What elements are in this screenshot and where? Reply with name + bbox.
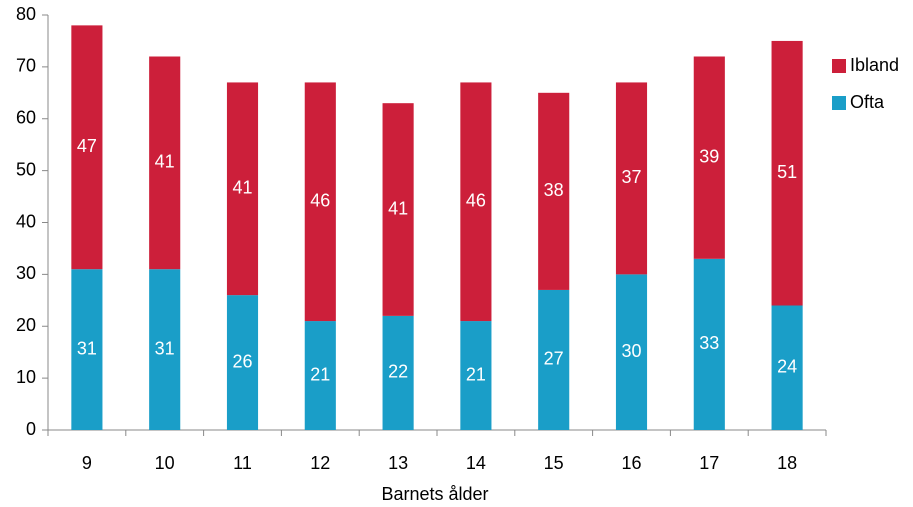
bar-segment	[693, 258, 725, 430]
value-label: 38	[544, 180, 564, 200]
value-label: 21	[466, 364, 486, 384]
y-tick-label: 50	[16, 159, 36, 179]
bar-segment	[304, 82, 336, 322]
y-tick-label: 40	[16, 211, 36, 231]
legend-swatch	[832, 59, 846, 73]
bar-segment	[460, 82, 492, 322]
value-label: 31	[77, 338, 97, 358]
x-tick-label: 14	[466, 453, 486, 473]
bar-segment	[149, 56, 181, 270]
bar-segment	[382, 103, 414, 316]
y-tick-label: 60	[16, 108, 36, 128]
value-label: 30	[621, 341, 641, 361]
bar-segment	[71, 269, 103, 430]
y-tick-label: 10	[16, 367, 36, 387]
bar-segment	[226, 82, 259, 296]
value-label: 47	[77, 136, 97, 156]
x-tick-label: 9	[82, 453, 92, 473]
bar-segment	[460, 321, 492, 430]
value-label: 33	[699, 333, 719, 353]
value-label: 26	[232, 351, 252, 371]
bar-segment	[771, 40, 803, 306]
value-label: 22	[388, 362, 408, 382]
bar-segment	[615, 274, 648, 430]
bar-segment	[382, 315, 414, 430]
x-tick-label: 11	[233, 453, 252, 473]
y-tick-label: 20	[16, 315, 36, 335]
bar-segment	[226, 295, 259, 430]
value-label: 24	[777, 357, 797, 377]
bar-segment	[304, 321, 336, 430]
bar-segment	[71, 25, 103, 270]
x-tick-label: 18	[777, 453, 797, 473]
x-tick-label: 13	[388, 453, 408, 473]
legend-label: Ibland	[850, 55, 899, 75]
value-label: 31	[155, 338, 175, 358]
y-tick-label: 0	[26, 419, 36, 439]
value-label: 21	[310, 364, 330, 384]
value-label: 46	[466, 191, 486, 211]
value-label: 27	[544, 349, 564, 369]
value-label: 51	[777, 162, 797, 182]
bar-segment	[538, 289, 570, 430]
value-label: 46	[310, 191, 330, 211]
legend-swatch	[832, 96, 846, 110]
bar-segment	[538, 92, 570, 290]
x-tick-label: 10	[155, 453, 175, 473]
x-tick-label: 15	[544, 453, 564, 473]
y-tick-label: 80	[16, 4, 36, 24]
x-tick-label: 12	[310, 453, 330, 473]
x-tick-label: 17	[699, 453, 719, 473]
bar-segment	[771, 305, 803, 430]
value-label: 41	[388, 198, 408, 218]
y-tick-label: 30	[16, 263, 36, 283]
value-label: 41	[155, 152, 175, 172]
legend-label: Ofta	[850, 92, 885, 112]
y-tick-label: 70	[16, 56, 36, 76]
bar-segment	[615, 82, 648, 275]
bar-segment	[693, 56, 725, 259]
x-tick-label: 16	[621, 453, 641, 473]
bar-segment	[149, 269, 181, 430]
value-label: 39	[699, 146, 719, 166]
value-label: 41	[232, 178, 252, 198]
value-label: 37	[621, 167, 641, 187]
x-axis-label: Barnets ålder	[381, 484, 488, 504]
